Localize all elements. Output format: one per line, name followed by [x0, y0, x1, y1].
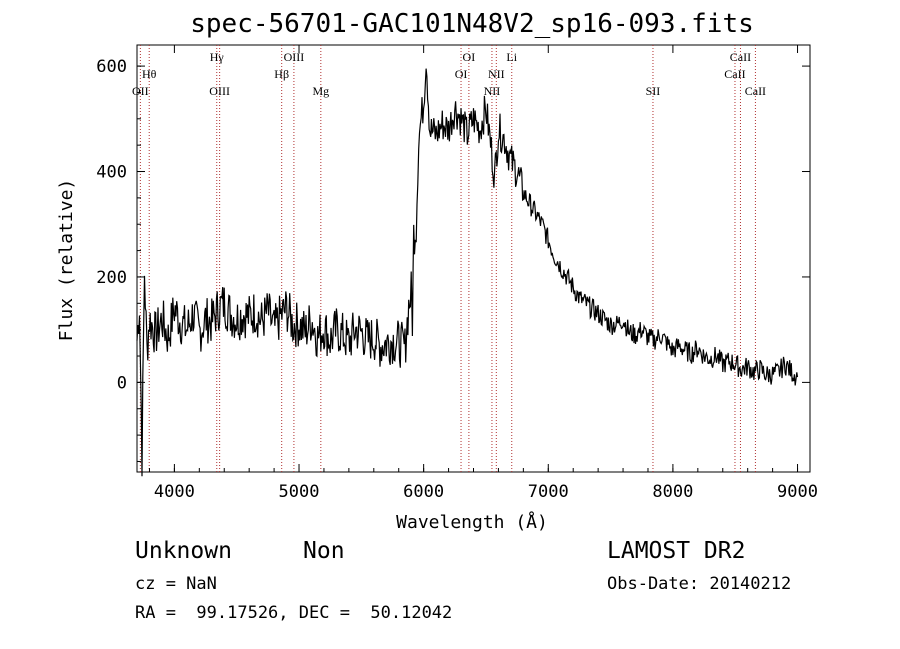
- emission-line-labels: OIIHθHγOIIIHβOIIIMgOIOINIINIILiSIICaIICa…: [132, 50, 766, 98]
- observation-date: Obs-Date: 20140212: [607, 574, 792, 594]
- x-axis-ticks: 4000 5000 6000 7000 8000 9000: [148, 45, 818, 502]
- emission-line-label: OI: [455, 67, 468, 81]
- emission-line-label: Mg: [312, 84, 329, 98]
- emission-line-label: OI: [463, 50, 476, 64]
- x-tick-label: 5000: [279, 482, 320, 502]
- x-tick-label: 8000: [652, 482, 693, 502]
- survey-name: LAMOST DR2: [607, 538, 746, 564]
- redshift-value: cz = NaN: [135, 574, 217, 594]
- emission-line-label: SII: [646, 84, 661, 98]
- emission-line-label: OII: [132, 84, 149, 98]
- emission-line-label: Li: [506, 50, 517, 64]
- emission-line-label: NII: [488, 67, 505, 81]
- chart-title: spec-56701-GAC101N48V2_sp16-093.fits: [190, 9, 754, 39]
- emission-line-label: OIII: [284, 50, 305, 64]
- y-tick-label: 400: [96, 163, 127, 183]
- y-axis-ticks: 0 200 400 600: [96, 57, 810, 462]
- x-tick-label: 4000: [154, 482, 195, 502]
- y-tick-label: 600: [96, 57, 127, 77]
- emission-line-label: Hγ: [210, 50, 225, 64]
- emission-line-label: Hβ: [274, 67, 289, 81]
- coordinates: RA = 99.17526, DEC = 50.12042: [135, 603, 453, 623]
- emission-line-label: NII: [484, 84, 501, 98]
- object-class: Unknown: [135, 538, 232, 564]
- y-tick-label: 200: [96, 268, 127, 288]
- emission-line-label: OIII: [209, 84, 230, 98]
- x-tick-label: 7000: [528, 482, 569, 502]
- emission-line-label: CaII: [745, 84, 766, 98]
- emission-line-label: CaII: [730, 50, 751, 64]
- x-tick-label: 6000: [403, 482, 444, 502]
- y-axis-label: Flux (relative): [56, 179, 77, 342]
- emission-line-markers: [139, 45, 756, 472]
- emission-line-label: Hθ: [142, 67, 157, 81]
- y-tick-label: 0: [117, 373, 127, 393]
- spectrum-line: [136, 68, 799, 477]
- emission-line-label: CaII: [724, 67, 745, 81]
- object-subclass: Non: [303, 538, 345, 564]
- x-axis-label: Wavelength (Å): [396, 511, 548, 533]
- x-tick-label: 9000: [777, 482, 818, 502]
